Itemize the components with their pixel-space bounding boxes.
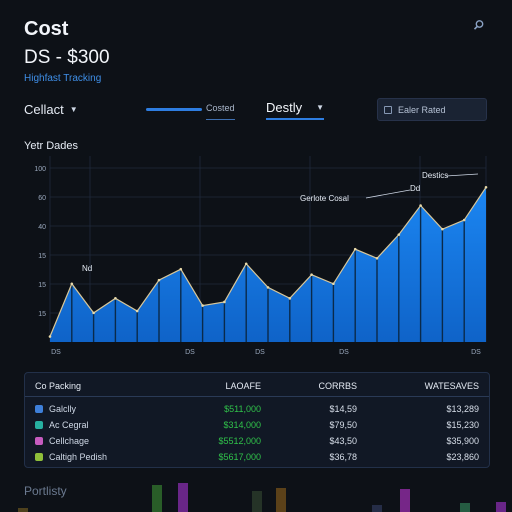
filter-icon <box>384 105 392 114</box>
page-subtitle: Highfast Tracking <box>24 73 102 84</box>
data-point[interactable] <box>70 282 74 286</box>
cost-table: Co Packing LAOAFE CORRBS WATESAVES Galcl… <box>24 372 490 468</box>
y-tick-label: 15 <box>38 282 46 289</box>
annotation-gerlote: Gerlote Cosal <box>300 194 349 203</box>
footer-bar <box>460 503 470 512</box>
data-point[interactable] <box>441 227 444 231</box>
data-point[interactable] <box>114 297 117 300</box>
table-row[interactable]: Cellchage $5512,000 $43,50 $35,900 <box>25 433 489 449</box>
table-row[interactable]: Ac Cegral $314,000 $79,50 $15,230 <box>25 417 489 433</box>
data-point[interactable] <box>157 278 161 282</box>
row-value-b: $14,59 <box>329 404 357 414</box>
destly-label: Destly <box>266 100 303 115</box>
filter-select[interactable]: Ealer Rated <box>377 98 487 121</box>
collect-label: Cellact <box>24 101 64 117</box>
y-tick-label: 40 <box>38 224 46 231</box>
row-icon <box>35 405 43 413</box>
tab-costed[interactable]: Costed <box>206 98 235 120</box>
search-button[interactable] <box>468 14 490 36</box>
row-value-b: $79,50 <box>329 420 357 430</box>
row-value-c: $23,860 <box>446 452 479 462</box>
cost-amount: DS - $300 <box>24 47 110 68</box>
toolbar: Cellact ▼ Costed Destly ▼ Ealer Rated <box>24 98 490 122</box>
row-icon <box>35 453 43 461</box>
data-point[interactable] <box>484 186 488 189</box>
row-name: Caltigh Pedish <box>49 452 108 462</box>
data-point[interactable] <box>48 335 52 338</box>
footer-bar <box>178 483 188 512</box>
footer-bar <box>152 485 162 512</box>
column-header[interactable]: WATESAVES <box>424 381 479 391</box>
y-tick-label: 100 <box>34 166 46 173</box>
chevron-down-icon: ▼ <box>316 103 325 112</box>
annotation-destics: Destics <box>422 171 448 180</box>
column-header[interactable]: CORRBS <box>318 381 357 391</box>
row-value-c: $15,230 <box>446 420 479 430</box>
data-point[interactable] <box>135 309 139 313</box>
annotation-leader <box>445 173 479 177</box>
segment-indicator[interactable] <box>146 108 202 111</box>
annotation-nd: Nd <box>82 264 92 273</box>
row-value-a: $511,000 <box>224 404 261 414</box>
destly-dropdown[interactable]: Destly ▼ <box>266 98 325 120</box>
header: Cost DS - $300 Highfast Tracking <box>24 18 110 84</box>
data-point[interactable] <box>310 273 313 276</box>
filter-label: Ealer Rated <box>398 104 446 115</box>
data-point[interactable] <box>223 300 226 304</box>
chevron-down-icon: ▼ <box>69 104 78 114</box>
footer-bar <box>252 491 262 512</box>
page-title: Cost <box>24 18 69 40</box>
data-point[interactable] <box>244 262 248 266</box>
row-value-b: $36,78 <box>329 452 357 462</box>
table-row[interactable]: Caltigh Pedish $5617,000 $36,78 $23,860 <box>25 449 489 465</box>
table-header: Co Packing LAOAFE CORRBS WATESAVES <box>25 373 489 397</box>
chart-title: Yetr Dades <box>24 140 79 152</box>
data-point[interactable] <box>179 267 183 271</box>
row-value-a: $314,000 <box>223 420 261 430</box>
y-tick-label: 15 <box>38 253 46 260</box>
row-value-a: $5617,000 <box>218 452 261 462</box>
data-point[interactable] <box>419 204 422 207</box>
data-point[interactable] <box>266 286 270 289</box>
y-tick-label: 60 <box>38 195 46 202</box>
data-point[interactable] <box>332 282 335 286</box>
x-tick-label: DS <box>339 349 349 356</box>
data-point[interactable] <box>288 297 292 300</box>
data-point[interactable] <box>397 233 401 236</box>
data-point[interactable] <box>201 304 204 307</box>
area-chart: 100 60 40 15 15 15 DS DS DS DS DS Destics Dd Gerlo… <box>34 156 488 356</box>
row-value-b: $43,50 <box>329 436 357 446</box>
collect-dropdown[interactable]: Cellact ▼ <box>24 98 78 120</box>
annotation-dd: Dd <box>410 184 420 193</box>
row-icon <box>35 421 43 429</box>
row-name: Galclly <box>49 404 77 414</box>
x-tick-label: DS <box>51 349 61 356</box>
footer-bar <box>372 505 382 512</box>
y-tick-label: 15 <box>38 311 46 318</box>
footer-bar <box>496 502 506 512</box>
x-tick-label: DS <box>185 349 195 356</box>
row-name: Ac Cegral <box>49 420 89 430</box>
search-icon <box>473 20 484 30</box>
column-header[interactable]: LAOAFE <box>225 381 261 391</box>
row-name: Cellchage <box>49 436 90 446</box>
x-tick-label: DS <box>471 349 481 356</box>
x-tick-label: DS <box>255 349 265 356</box>
row-icon <box>35 437 43 445</box>
data-point[interactable] <box>375 256 379 260</box>
row-value-a: $5512,000 <box>218 436 261 446</box>
footer-bar <box>276 488 286 512</box>
data-point[interactable] <box>92 311 95 315</box>
data-point[interactable] <box>353 247 357 251</box>
table-row[interactable]: Galclly $511,000 $14,59 $13,289 <box>25 401 489 417</box>
footer-bar <box>400 489 410 512</box>
row-value-c: $35,900 <box>446 436 479 446</box>
row-value-c: $13,289 <box>446 404 479 414</box>
footer-title: Portlisty <box>24 484 67 498</box>
tab-costed-label: Costed <box>206 102 235 113</box>
data-point[interactable] <box>462 218 466 222</box>
column-header[interactable]: Co Packing <box>35 381 82 391</box>
footer-bar <box>18 508 28 512</box>
annotation-leader <box>365 189 411 199</box>
